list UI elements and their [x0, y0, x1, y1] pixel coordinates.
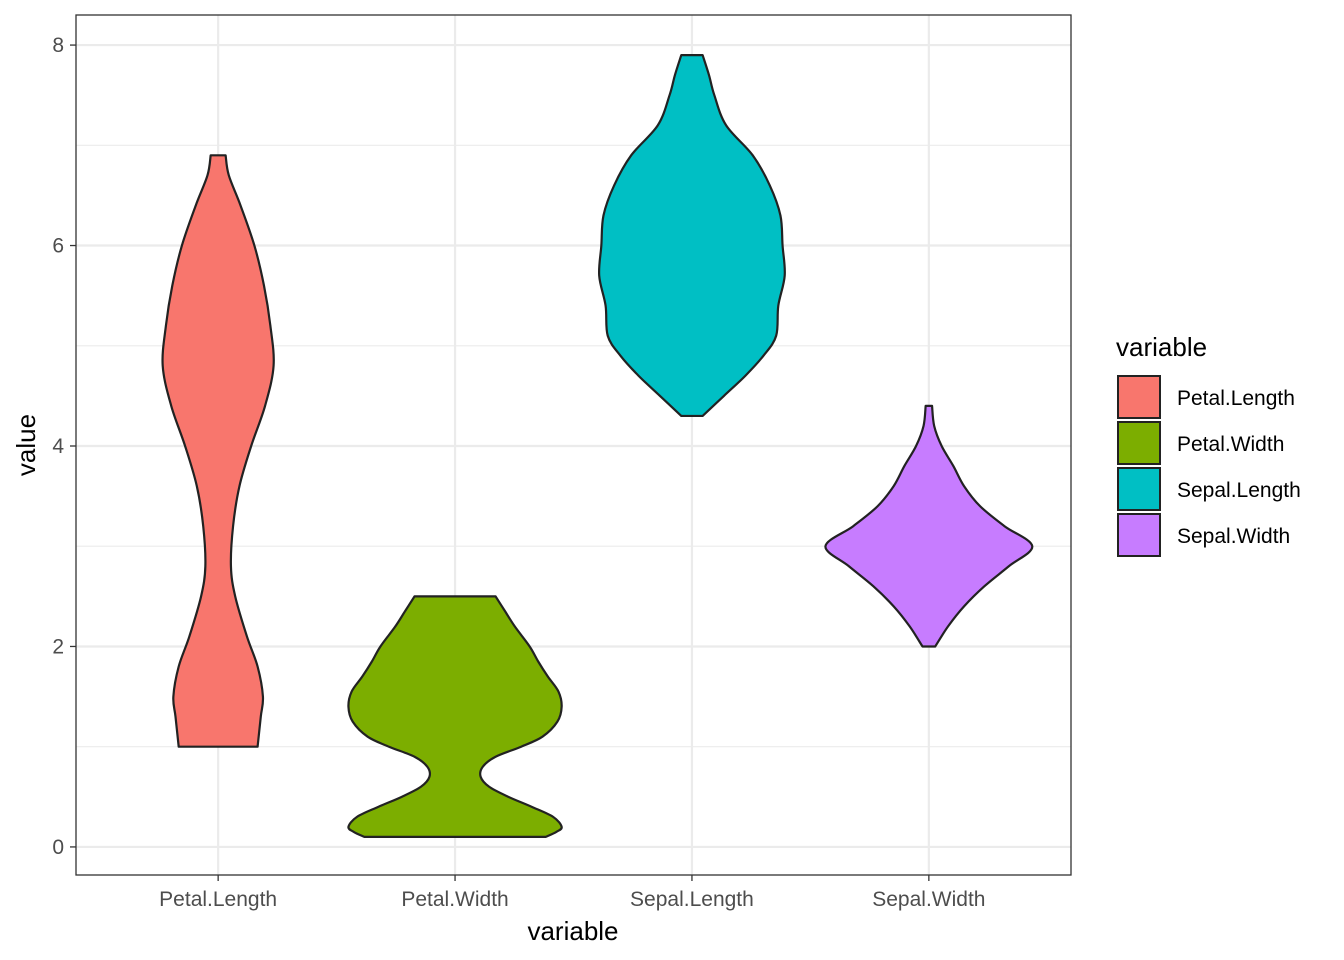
violins: [161, 53, 1034, 839]
legend: variable Petal.Length Petal.Width Sepal.Le…: [1116, 332, 1301, 557]
legend-label: Sepal.Width: [1177, 525, 1290, 548]
panel-border: [75, 14, 1072, 876]
x-axis-title: variable: [527, 916, 618, 946]
violin-sepal-width: [824, 404, 1034, 648]
legend-label: Petal.Width: [1177, 433, 1284, 456]
legend-key: [1117, 467, 1161, 511]
violin-sepal-length: [597, 53, 786, 418]
violin-petal-length: [161, 154, 275, 748]
y-tick-label: 4: [52, 435, 64, 458]
legend-key: [1117, 421, 1161, 465]
y-tick-label: 2: [52, 635, 64, 658]
x-tick-label: Sepal.Length: [630, 888, 754, 911]
y-axis-title: value: [11, 414, 41, 476]
y-tick-label: 0: [52, 836, 64, 859]
x-tick-label: Petal.Length: [159, 888, 277, 911]
legend-title: variable: [1116, 332, 1207, 362]
x-axis: Petal.Length Petal.Width Sepal.Length Sepal…: [159, 875, 985, 911]
legend-key: [1117, 375, 1161, 419]
x-tick-label: Sepal.Width: [872, 888, 985, 911]
legend-label: Sepal.Length: [1177, 479, 1301, 502]
violin-petal-width: [347, 595, 563, 839]
y-tick-label: 6: [52, 235, 64, 258]
x-tick-label: Petal.Width: [401, 888, 508, 911]
y-axis: 0 2 4 6 8: [52, 34, 76, 859]
y-tick-label: 8: [52, 34, 64, 57]
legend-label: Petal.Length: [1177, 387, 1295, 410]
legend-key: [1117, 513, 1161, 557]
